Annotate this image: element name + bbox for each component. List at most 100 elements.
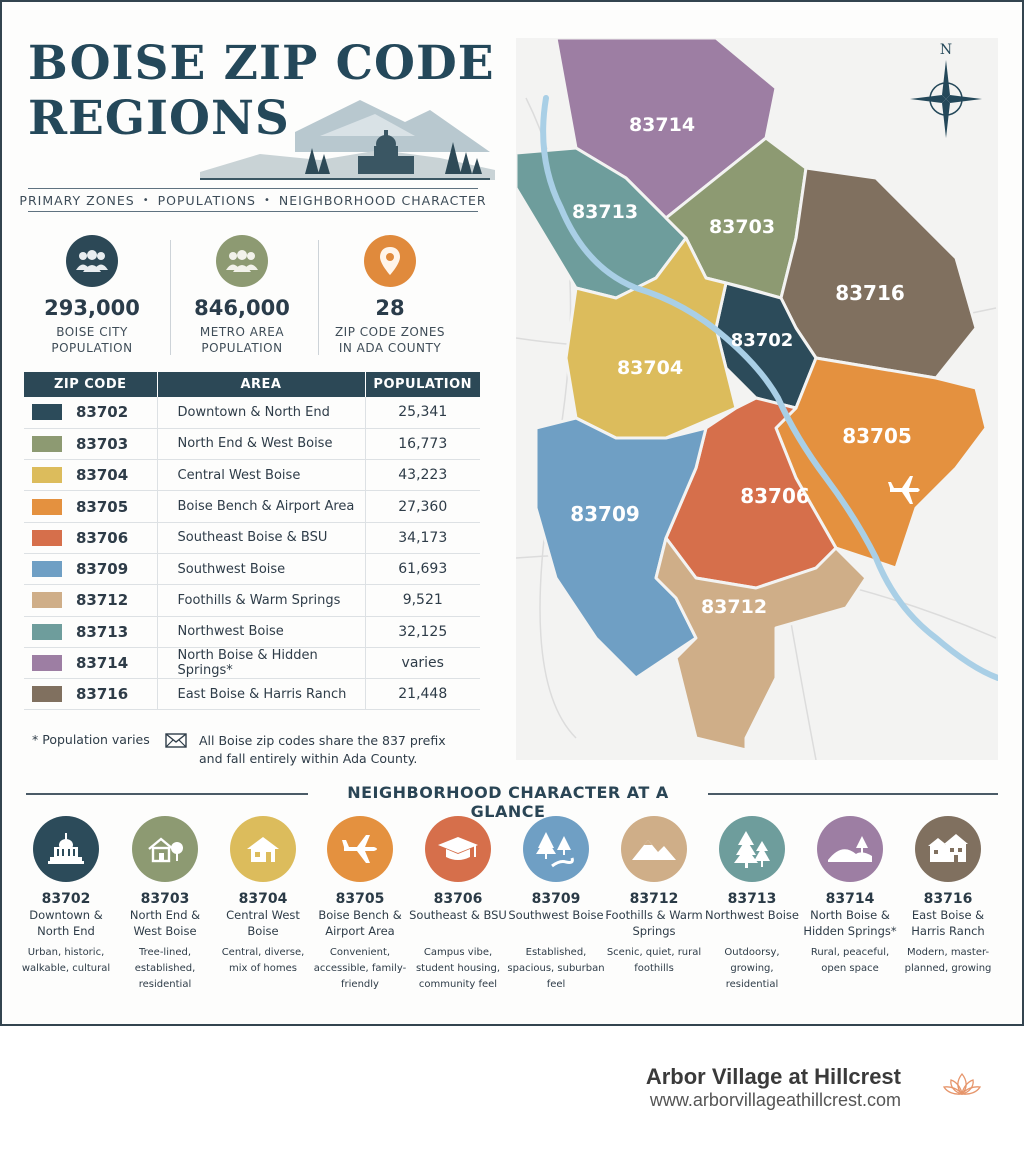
townhomes-icon <box>915 816 981 882</box>
population-cell: 9,521 <box>365 584 480 617</box>
zip-code: 83712 <box>76 591 129 610</box>
section-title: NEIGHBORHOOD CHARACTER AT A GLANCE <box>347 783 669 821</box>
area-cell: Southwest Boise <box>157 553 366 586</box>
page-title: BOISE ZIP CODE REGIONS <box>28 36 495 146</box>
card-area: Foothills & Warm Springs <box>605 908 703 938</box>
compass-icon: N <box>910 42 982 138</box>
color-swatch <box>32 686 62 703</box>
mountains-capitol-illustration <box>200 100 495 180</box>
area-cell: East Boise & Harris Ranch <box>157 678 366 711</box>
table-row: 83702 Downtown & North End 25,341 <box>24 397 480 429</box>
zip-cell: 83712 <box>24 584 158 617</box>
stat-city-population: 293,000 BOISE CITY POPULATION <box>22 235 162 356</box>
graduation-cap-icon <box>425 816 491 882</box>
zip-code: 83713 <box>76 622 129 641</box>
zip-cell: 83704 <box>24 459 158 492</box>
card-area: North End & West Boise <box>129 908 201 938</box>
column-header-zip: ZIP CODE <box>24 372 158 397</box>
column-header-area: AREA <box>157 372 366 397</box>
color-swatch <box>32 529 62 546</box>
card-description: Central, diverse, mix of homes <box>221 947 305 974</box>
card-description: Scenic, quiet, rural foothills <box>606 947 702 974</box>
table-row: 83703 North End & West Boise 16,773 <box>24 428 480 461</box>
population-cell: 43,223 <box>365 459 480 492</box>
card-zip: 83706 <box>433 891 483 907</box>
card-description: Campus vibe, student housing, community … <box>415 947 501 990</box>
lotus-logo-icon <box>942 1072 982 1095</box>
map-label-83713: 83713 <box>572 201 638 223</box>
map-label-83709: 83709 <box>570 502 640 526</box>
stat-label: METRO AREA <box>199 325 285 339</box>
stat-zip-zones: 28 ZIP CODE ZONES IN ADA COUNTY <box>320 235 460 356</box>
neighborhood-card-83704: 83704 Central West Boise Central, diverse,… <box>214 816 312 977</box>
map-region-83716 <box>779 166 978 380</box>
card-zip: 83712 <box>629 891 679 907</box>
zip-cell: 83702 <box>24 397 158 429</box>
brand-url[interactable]: www.arborvillageathillcrest.com <box>649 1090 901 1110</box>
zip-code: 83702 <box>76 403 129 422</box>
subtitle-primary-zones: PRIMARY ZONES <box>19 192 135 208</box>
zip-code-map: 83714 83713 83703 83716 83702 83704 8370… <box>516 38 998 760</box>
table-row: 83709 Southwest Boise 61,693 <box>24 553 480 586</box>
stat-label: POPULATION <box>201 341 283 355</box>
zip-code: 83703 <box>76 434 129 453</box>
stat-metro-population: 846,000 METRO AREA POPULATION <box>172 235 312 356</box>
location-pin-icon <box>364 235 416 287</box>
neighborhood-card-83716: 83716 East Boise & Harris Ranch Modern, ma… <box>899 816 997 977</box>
zip-code: 83706 <box>76 528 129 547</box>
population-cell: 27,360 <box>365 490 480 523</box>
trees-road-icon <box>523 816 589 882</box>
map-label-83704: 83704 <box>617 357 683 379</box>
stat-value: 28 <box>375 296 405 320</box>
map-label-83716: 83716 <box>835 281 905 305</box>
house-tree-icon <box>132 816 198 882</box>
population-cell: 21,448 <box>365 678 480 711</box>
table-row: 83713 Northwest Boise 32,125 <box>24 616 480 648</box>
subtitle-neighborhood-character: NEIGHBORHOOD CHARACTER <box>278 192 487 208</box>
divider <box>170 240 171 355</box>
neighborhood-card-83706: 83706 Southeast & BSU Campus vibe, student… <box>409 816 507 993</box>
color-swatch <box>32 467 62 484</box>
card-zip: 83713 <box>727 891 777 907</box>
card-description: Tree-lined, established, residential <box>134 947 196 990</box>
area-cell: Central West Boise <box>157 459 366 492</box>
area-cell: Southeast Boise & BSU <box>157 522 366 554</box>
card-zip: 83705 <box>335 891 385 907</box>
neighborhood-card-83705: 83705 Boise Bench & Airport Area Convenien… <box>311 816 409 993</box>
population-cell: 32,125 <box>365 616 480 648</box>
stat-value: 293,000 <box>44 296 140 320</box>
zip-code-table: ZIP CODE AREA POPULATION 83702 Downtown &… <box>24 372 480 711</box>
card-area: North Boise & Hidden Springs* <box>803 908 897 938</box>
color-swatch <box>32 435 62 452</box>
neighborhood-card-83714: 83714 North Boise & Hidden Springs* Rural,… <box>801 816 899 977</box>
brand-name[interactable]: Arbor Village at Hillcrest <box>645 1064 901 1089</box>
pine-trees-icon <box>719 816 785 882</box>
house-icon <box>230 816 296 882</box>
people-icon <box>66 235 118 287</box>
card-zip: 83702 <box>41 891 91 907</box>
zip-cell: 83713 <box>24 616 158 648</box>
compass-north-label: N <box>940 42 952 58</box>
neighborhood-card-83713: 83713 Northwest Boise Outdoorsy, growing, … <box>703 816 801 993</box>
stat-label: BOISE CITY <box>56 325 128 339</box>
card-description: Convenient, accessible, family-friendly <box>313 947 407 990</box>
people-icon <box>216 235 268 287</box>
area-cell: Northwest Boise <box>157 616 366 648</box>
card-zip: 83709 <box>531 891 581 907</box>
color-swatch <box>32 561 62 578</box>
table-row: 83706 Southeast Boise & BSU 34,173 <box>24 522 480 554</box>
footnote-population-varies: * Population varies <box>32 732 150 747</box>
zip-cell: 83714 <box>24 647 158 680</box>
zip-cell: 83709 <box>24 553 158 586</box>
table-row: 83712 Foothills & Warm Springs 9,521 <box>24 584 480 617</box>
zip-code: 83705 <box>76 497 129 516</box>
zip-cell: 83706 <box>24 522 158 554</box>
card-zip: 83716 <box>923 891 973 907</box>
population-cell: 34,173 <box>365 522 480 554</box>
map-label-83703: 83703 <box>709 216 775 238</box>
subtitle-bar: PRIMARY ZONES • POPULATIONS • NEIGHBORHO… <box>19 188 486 212</box>
stat-label: ZIP CODE ZONES <box>334 325 446 339</box>
card-description: Outdoorsy, growing, residential <box>724 947 780 990</box>
hills-tree-icon <box>817 816 883 882</box>
divider <box>318 240 319 355</box>
